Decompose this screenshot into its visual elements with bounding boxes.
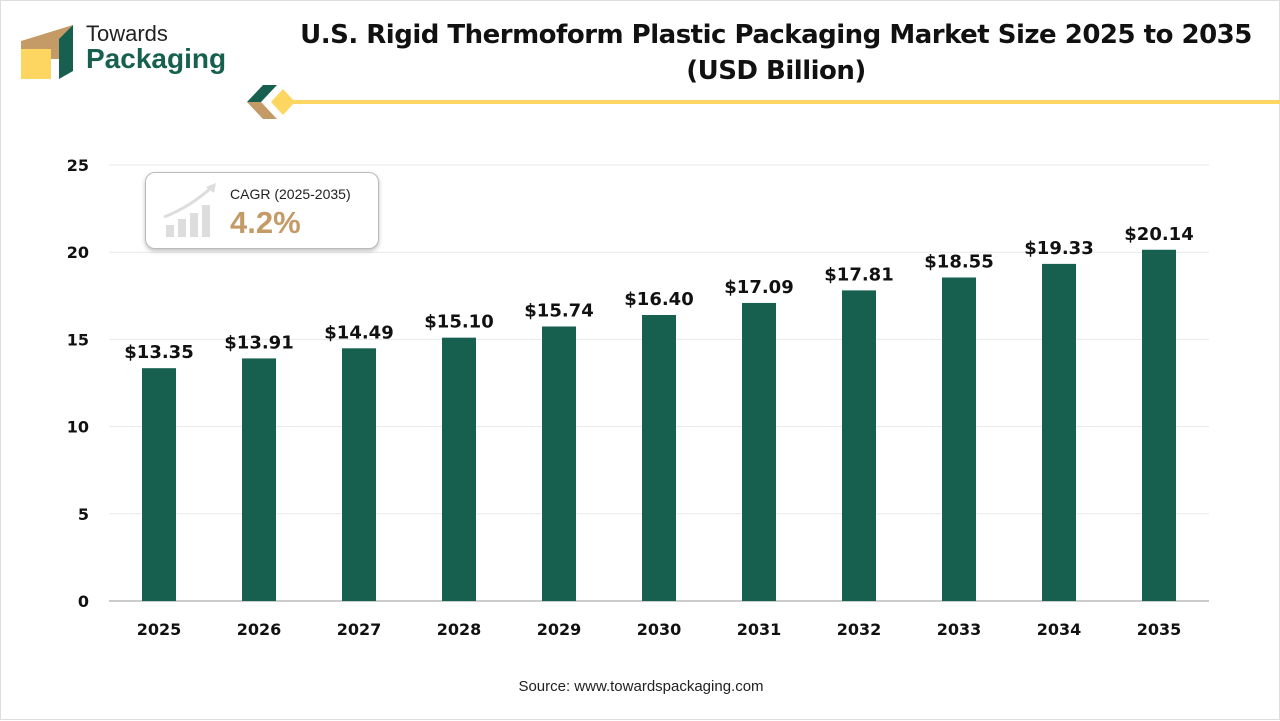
y-tick-label: 25 <box>67 156 89 175</box>
bar <box>642 314 676 601</box>
x-tick-label: 2030 <box>637 620 682 639</box>
bar <box>942 277 976 601</box>
source-note: Source: www.towardspackaging.com <box>518 678 764 695</box>
cagr-box: CAGR (2025-2035) 4.2% <box>145 172 379 249</box>
data-label: $15.10 <box>424 312 493 333</box>
bar <box>742 302 776 601</box>
data-label: $15.74 <box>524 300 593 321</box>
bar <box>1142 249 1176 601</box>
x-tick-label: 2033 <box>937 620 982 639</box>
x-tick-label: 2034 <box>1037 620 1082 639</box>
chart-subtitle: (USD Billion) <box>686 56 866 86</box>
data-label: $20.14 <box>1124 224 1193 245</box>
data-label: $18.55 <box>924 251 993 272</box>
data-label: $19.33 <box>1024 238 1093 259</box>
cagr-label: CAGR (2025-2035) <box>230 186 351 202</box>
x-tick-label: 2032 <box>837 620 882 639</box>
x-tick-label: 2029 <box>537 620 582 639</box>
bar <box>342 348 376 601</box>
y-tick-label: 15 <box>67 330 89 349</box>
brand-name-line1: Towards <box>86 21 168 46</box>
x-tick-label: 2025 <box>137 620 182 639</box>
bar <box>842 290 876 601</box>
x-tick-label: 2031 <box>737 620 782 639</box>
x-tick-label: 2035 <box>1137 620 1182 639</box>
bar <box>442 337 476 601</box>
y-tick-label: 20 <box>67 243 89 262</box>
chart-title: U.S. Rigid Thermoform Plastic Packaging … <box>281 17 1271 89</box>
data-label: $13.35 <box>124 342 193 363</box>
bar <box>142 368 176 601</box>
brand-name-line2: Packaging <box>86 43 227 74</box>
bar <box>542 326 576 601</box>
data-label: $17.81 <box>824 264 893 285</box>
growth-chart-icon <box>163 183 216 237</box>
y-tick-label: 5 <box>78 505 89 524</box>
data-label: $13.91 <box>224 332 293 353</box>
data-label: $17.09 <box>724 277 793 298</box>
bar <box>242 358 276 601</box>
title-decoration <box>247 85 1280 119</box>
chart-title-main: U.S. Rigid Thermoform Plastic Packaging … <box>300 20 1252 50</box>
bar <box>1042 263 1076 601</box>
y-tick-label: 0 <box>78 592 89 611</box>
data-label: $14.49 <box>324 322 393 343</box>
y-tick-label: 10 <box>67 418 89 437</box>
x-tick-label: 2027 <box>337 620 382 639</box>
data-label: $16.40 <box>624 289 693 310</box>
logo-icon <box>21 25 73 79</box>
cagr-value: 4.2% <box>230 205 301 240</box>
x-tick-label: 2026 <box>237 620 282 639</box>
x-tick-label: 2028 <box>437 620 482 639</box>
